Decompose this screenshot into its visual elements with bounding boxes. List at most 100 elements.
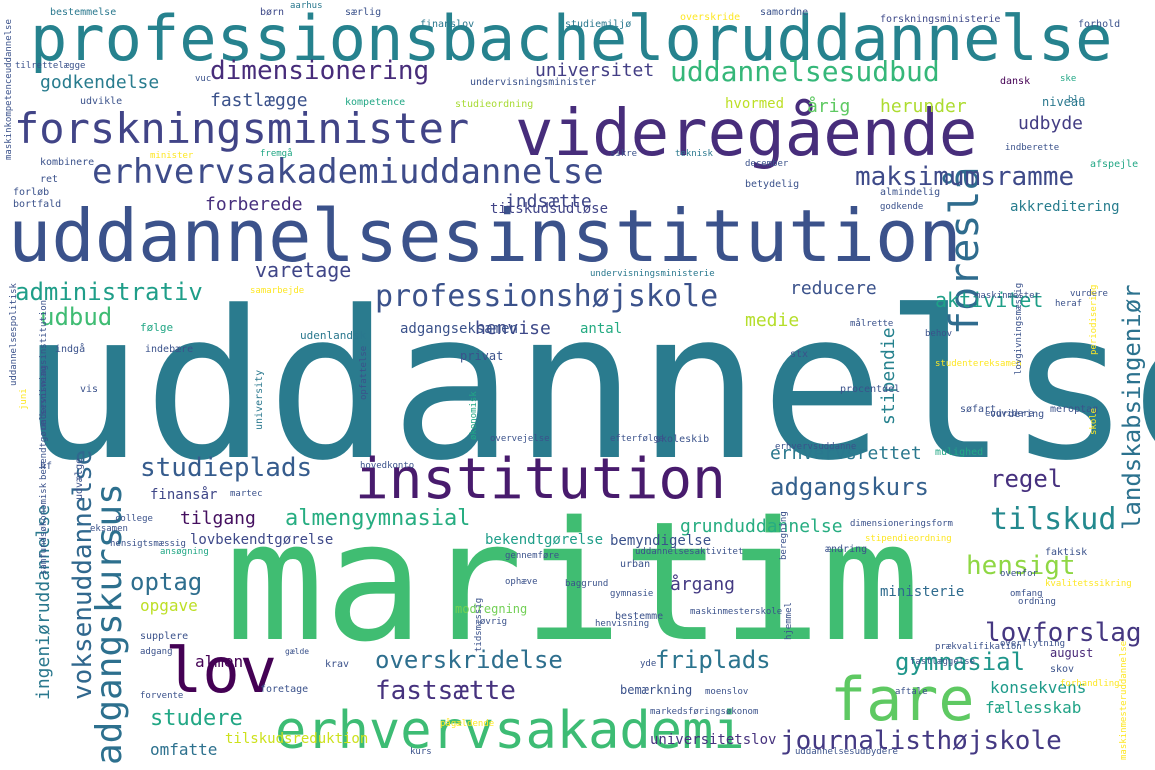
cloud-word: yde [640, 659, 657, 669]
cloud-word: bekendtgørelse [485, 532, 604, 548]
cloud-word: bestemmelse [50, 7, 117, 18]
cloud-word: indsætte [505, 191, 592, 212]
cloud-word: fare [830, 665, 975, 735]
cloud-word: uddannelsespolitisk [9, 283, 19, 386]
cloud-word: gennemføre [505, 551, 560, 561]
cloud-word: moenslov [705, 687, 749, 697]
cloud-word: fremgå [260, 149, 293, 159]
cloud-word: tilskudsudløse [490, 201, 609, 217]
cloud-word: søfart [960, 404, 997, 415]
cloud-word: hvormed [725, 96, 785, 112]
cloud-word: samarbejde [250, 286, 305, 296]
cloud-word: ovenfor [1000, 569, 1038, 579]
cloud-word: gymnasie [610, 589, 654, 599]
cloud-word: erhvervsrettet [770, 443, 922, 464]
cloud-word: almengymnasial [285, 506, 471, 531]
cloud-word: tilskudsreduktion [225, 731, 369, 747]
cloud-word: adgangskurs [770, 473, 929, 501]
cloud-word: overskridelse [375, 646, 563, 674]
cloud-word: studieplads [140, 453, 313, 483]
cloud-word: forhandling [1060, 679, 1120, 689]
cloud-word: december [745, 159, 789, 169]
cloud-word: martec [230, 489, 263, 499]
cloud-word: uddannelsesudbydere [795, 747, 898, 757]
cloud-word: dimensionering [210, 56, 430, 86]
cloud-word: grunduddannelse [680, 516, 843, 537]
cloud-word: forskningsministerie [880, 14, 1001, 25]
cloud-word: eksamen [90, 524, 128, 534]
cloud-word: fastlægge [210, 90, 308, 111]
cloud-word: hensigtsmæssig [110, 539, 186, 549]
cloud-word: uddannelse [20, 268, 1155, 506]
cloud-word: modregning [455, 602, 528, 616]
cloud-word: college [115, 514, 153, 524]
cloud-word: prækvalifikation [935, 642, 1022, 652]
cloud-word: overflytning [1000, 639, 1066, 649]
cloud-word: forhold [1078, 19, 1121, 30]
cloud-word: professionshøjskole [375, 279, 719, 314]
cloud-word: adgangseksamen [400, 321, 519, 337]
cloud-word: opgave [140, 596, 198, 615]
cloud-word: lovgivningsmæssig [1014, 282, 1024, 375]
cloud-word: erhvervsakademi [275, 701, 745, 761]
cloud-word: overskride [680, 12, 741, 23]
cloud-word: markedsføringsøkonom [650, 707, 759, 717]
cloud-word: fællesskab [985, 698, 1082, 717]
cloud-word: bemyndigelse [610, 533, 712, 549]
cloud-word: udbyde [1018, 113, 1084, 134]
cloud-word: dimensioneringsform [850, 519, 953, 529]
cloud-word: ordning [1018, 597, 1056, 607]
cloud-word: uddannelsesudbud [670, 55, 940, 88]
cloud-word: sikre [610, 149, 638, 159]
cloud-word: landskabsingeniør [1118, 284, 1146, 530]
cloud-word: særlig [345, 7, 382, 18]
cloud-word: forløb [13, 187, 50, 198]
cloud-word: foretage [260, 684, 309, 695]
cloud-word: undervisningsministerie [590, 269, 715, 279]
cloud-word: forvente [140, 691, 184, 701]
cloud-word: erhvervsuddanne [775, 442, 857, 452]
cloud-word: lovforslag [985, 618, 1142, 648]
cloud-word: aktivitet [935, 288, 1044, 312]
cloud-word: finanslov [420, 19, 475, 30]
cloud-word: lov [165, 634, 277, 707]
cloud-word: procentdel [840, 384, 901, 395]
cloud-word: indebære [145, 344, 194, 355]
cloud-word: ske [1060, 74, 1077, 84]
cloud-word: ansøgning [160, 547, 209, 557]
cloud-word: endvidere [985, 409, 1034, 419]
cloud-word: udbud [40, 303, 113, 331]
cloud-word: samordne [760, 7, 809, 18]
cloud-word: forberede [205, 194, 303, 215]
cloud-word: målrette [850, 319, 894, 329]
cloud-word: udvælge [74, 457, 85, 500]
cloud-word: baggrund [565, 579, 609, 589]
cloud-word: journalisthøjskole [780, 726, 1062, 756]
cloud-word: krav [325, 659, 350, 670]
cloud-word: omfatte [150, 740, 218, 759]
cloud-word: årgang [670, 574, 736, 595]
cloud-word: tilgang [180, 508, 256, 529]
cloud-word: tidsmæssig [474, 597, 484, 652]
cloud-word: børn [260, 7, 285, 18]
cloud-word: optag [130, 568, 203, 596]
cloud-word: vurdering [990, 409, 1045, 420]
cloud-word: bemærkning [620, 683, 693, 697]
cloud-word: øvrig [480, 617, 508, 627]
cloud-word: friplads [655, 646, 771, 674]
cloud-word: følge [140, 321, 174, 334]
cloud-word: kvalitetssikring [1045, 579, 1132, 589]
cloud-word: betydelig [745, 179, 800, 190]
cloud-word: opfattelse [359, 345, 369, 400]
cloud-word: hjemmel [784, 602, 794, 640]
cloud-word: juni [19, 388, 29, 410]
cloud-word: kompetence [345, 97, 406, 108]
cloud-word: almen [195, 652, 244, 671]
cloud-word: mulighed [935, 447, 984, 458]
cloud-word: bortfald [13, 199, 62, 210]
cloud-word: årig [807, 96, 851, 117]
cloud-word: fastlæggelse [910, 657, 976, 667]
cloud-word: kombinere [40, 157, 95, 168]
cloud-word: pågældende [440, 719, 495, 729]
